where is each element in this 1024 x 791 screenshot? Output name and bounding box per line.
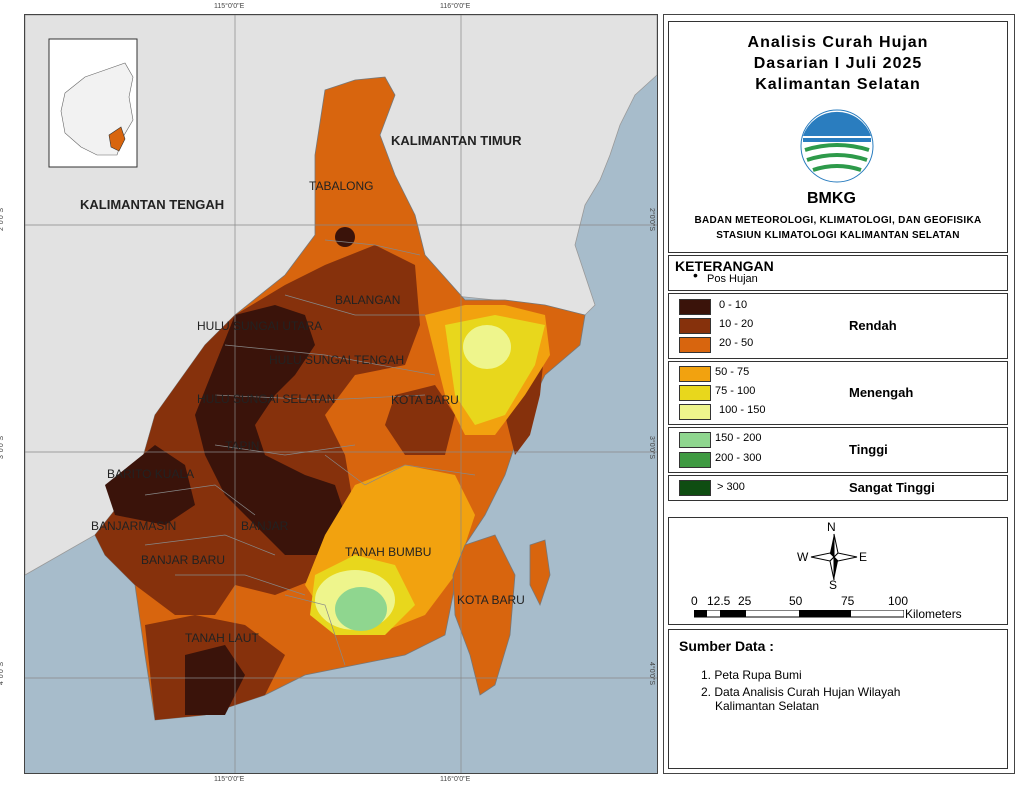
title-line3: Kalimantan Selatan bbox=[755, 76, 921, 93]
compass-n: N bbox=[827, 520, 836, 534]
legend-label-300: > 300 bbox=[717, 481, 745, 493]
sources-heading: Sumber Data : bbox=[679, 638, 774, 654]
scale-bar bbox=[694, 610, 904, 618]
grid-label-lat-3: 3°0'0"S bbox=[0, 436, 5, 459]
label-kalimantan-timur: KALIMANTAN TIMUR bbox=[391, 133, 522, 148]
legend-swatch-75-100 bbox=[679, 385, 711, 401]
grid-label-lat-2: 2°0'0"S bbox=[0, 208, 5, 231]
label-kalimantan-tengah: KALIMANTAN TENGAH bbox=[80, 197, 225, 212]
legend-swatch-100-150 bbox=[679, 404, 711, 420]
side-panel: Analisis Curah Hujan Dasarian I Juli 202… bbox=[663, 14, 1015, 774]
title-line2: Dasarian I Juli 2025 bbox=[753, 55, 923, 72]
legend-label-100-150: 100 - 150 bbox=[719, 404, 766, 416]
legend-label-150-200: 150 - 200 bbox=[715, 432, 762, 444]
scale-tick-100: 100 bbox=[888, 594, 909, 608]
legend-label-10-20: 10 - 20 bbox=[719, 318, 754, 330]
rainfall-map bbox=[25, 15, 657, 773]
legend-group-tinggi: 150 - 200 200 - 300 Tinggi bbox=[668, 427, 1008, 473]
source-item-2-cont: Kalimantan Selatan bbox=[715, 699, 820, 713]
grid-label-lon-115-top: 115°0'0"E bbox=[214, 3, 245, 10]
legend-swatch-300 bbox=[679, 480, 711, 496]
compass-s: S bbox=[829, 578, 838, 592]
legend-swatch-150-200 bbox=[679, 432, 711, 448]
grid-label-lat-4: 4°0'0"S bbox=[0, 662, 5, 685]
scale-tick-75: 75 bbox=[841, 594, 855, 608]
label-hulu-sungai-selatan: HULU SUNGAI SELATAN bbox=[197, 392, 336, 406]
label-tabalong: TABALONG bbox=[309, 179, 374, 193]
label-tanah-bumbu: TANAH BUMBU bbox=[345, 545, 432, 559]
title-line1: Analisis Curah Hujan bbox=[747, 34, 929, 51]
zone-0-10-core bbox=[195, 305, 345, 555]
legend-swatch-20-50 bbox=[679, 337, 711, 353]
legend-group-sangat-tinggi: > 300 Sangat Tinggi bbox=[668, 475, 1008, 501]
pos-hujan-dot-icon: • bbox=[693, 267, 698, 283]
zone-0-10-south bbox=[185, 645, 245, 715]
legend-label-200-300: 200 - 300 bbox=[715, 452, 762, 464]
agency-line2: STASIUN KLIMATOLOGI KALIMANTAN SELATAN bbox=[716, 230, 960, 241]
legend-category-tinggi: Tinggi bbox=[849, 442, 888, 457]
zone-10-20-kotabaru bbox=[385, 385, 455, 455]
label-tanah-laut: TANAH LAUT bbox=[185, 631, 259, 645]
legend-label-75-100: 75 - 100 bbox=[715, 385, 756, 397]
legend-swatch-10-20 bbox=[679, 318, 711, 334]
compass-w: W bbox=[797, 550, 809, 564]
legend-label-20-50: 20 - 50 bbox=[719, 337, 754, 349]
source-item-1: 1. Peta Rupa Bumi bbox=[701, 668, 802, 682]
map-frame[interactable]: KALIMANTAN TIMUR KALIMANTAN TENGAH TABAL… bbox=[24, 14, 658, 774]
label-balangan: BALANGAN bbox=[335, 293, 401, 307]
bmkg-logo-icon bbox=[800, 109, 874, 183]
legend-swatch-50-75 bbox=[679, 366, 711, 382]
zone-100-150-north bbox=[463, 325, 511, 369]
legend-group-menengah: 50 - 75 75 - 100 100 - 150 Menengah bbox=[668, 361, 1008, 425]
grid-label-lon-115-bottom: 115°0'0"E bbox=[214, 776, 245, 783]
label-hulu-sungai-utara: HULU SUNGAI UTARA bbox=[197, 319, 323, 333]
legend-heading: KETERANGAN bbox=[675, 258, 774, 274]
grid-label-lon-116-top: 116°0'0"E bbox=[440, 3, 471, 10]
grid-label-lon-116-bottom: 116°0'0"E bbox=[440, 776, 471, 783]
label-banjarmasin: BANJARMASIN bbox=[91, 519, 177, 533]
legend-category-menengah: Menengah bbox=[849, 385, 914, 400]
grid-label-lat-4-right: 4°0'0"S bbox=[647, 662, 655, 685]
legend-heading-box: KETERANGAN • Pos Hujan bbox=[668, 255, 1008, 291]
compass-scale-box: N S W E 0 12.5 25 50 75 100 Kilometers bbox=[668, 517, 1008, 625]
pos-hujan-label: Pos Hujan bbox=[707, 273, 758, 285]
scale-unit: Kilometers bbox=[905, 607, 962, 621]
scale-tick-12-5: 12.5 bbox=[707, 594, 731, 608]
source-item-2: 2. Data Analisis Curah Hujan Wilayah bbox=[701, 685, 901, 699]
district-boundaries bbox=[144, 239, 476, 666]
legend-category-rendah: Rendah bbox=[849, 318, 897, 333]
label-kota-baru-north: KOTA BARU bbox=[391, 393, 459, 407]
grid-label-lat-2-right: 2°0'0"S bbox=[647, 208, 655, 231]
legend-group-rendah: 0 - 10 10 - 20 20 - 50 Rendah bbox=[668, 293, 1008, 359]
label-tapin: TAPIN bbox=[225, 439, 260, 453]
agency-line1: BADAN METEOROLOGI, KLIMATOLOGI, DAN GEOF… bbox=[694, 215, 982, 226]
zone-150-200 bbox=[335, 587, 387, 631]
sources-box: Sumber Data : 1. Peta Rupa Bumi 2. Data … bbox=[668, 629, 1008, 769]
island-sebuku bbox=[529, 539, 551, 607]
island-pulau-laut bbox=[452, 534, 516, 696]
legend-category-sangat-tinggi: Sangat Tinggi bbox=[849, 480, 935, 495]
label-kota-baru-south: KOTA BARU bbox=[457, 593, 525, 607]
zone-0-10-spot bbox=[335, 227, 355, 247]
grid-label-lat-3-right: 3°0'0"S bbox=[647, 436, 655, 459]
legend-label-0-10: 0 - 10 bbox=[719, 299, 748, 311]
legend-label-50-75: 50 - 75 bbox=[715, 366, 750, 378]
compass-e: E bbox=[859, 550, 868, 564]
label-barito-kuala: BARITO KUALA bbox=[107, 467, 195, 481]
scale-tick-25: 25 bbox=[738, 594, 752, 608]
legend-swatch-200-300 bbox=[679, 452, 711, 468]
label-hulu-sungai-tengah: HULU SUNGAI TENGAH bbox=[269, 353, 405, 367]
title-box: Analisis Curah Hujan Dasarian I Juli 202… bbox=[668, 21, 1008, 253]
scale-tick-50: 50 bbox=[789, 594, 803, 608]
bmkg-logo-text: BMKG bbox=[807, 190, 856, 207]
legend-swatch-0-10 bbox=[679, 299, 711, 315]
inset-kalsel bbox=[108, 126, 126, 152]
scale-tick-0: 0 bbox=[691, 594, 698, 608]
label-banjar-baru: BANJAR BARU bbox=[141, 553, 226, 567]
label-banjar: BANJAR bbox=[241, 519, 289, 533]
zone-0-10-west bbox=[105, 445, 195, 525]
north-arrow-icon bbox=[810, 533, 858, 581]
